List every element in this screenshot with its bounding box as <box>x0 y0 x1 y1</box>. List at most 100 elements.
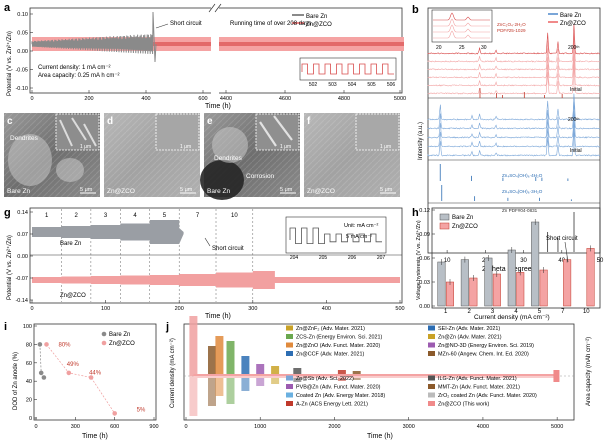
panel-h-bar <box>461 260 469 306</box>
panel-a-running-time-label: Running time of over 208 days <box>230 21 311 27</box>
panel-j-legend-entry: PVB@Zn (Adv. Funct. Mater. 2020) <box>296 385 381 391</box>
panel-j-xtick: 0 <box>184 424 187 430</box>
panel-i-yticks: 020406080100 <box>23 324 37 422</box>
panel-h-bar <box>508 250 516 306</box>
panel-j-current-bar <box>208 346 216 376</box>
panel-g-xtick: 400 <box>322 306 331 312</box>
panel-h-legend-zco-swatch <box>440 223 449 229</box>
panel-g-ytick: 0.00 <box>17 254 28 260</box>
panel-h-bar <box>531 222 539 306</box>
panel-h-bar <box>540 270 548 306</box>
panel-a-ytick: 0.00 <box>17 49 28 55</box>
panel-a-inset-xtick: 503 <box>328 82 337 88</box>
panel-j-xtick: 3000 <box>403 424 415 430</box>
panel-j-current-bar <box>189 316 197 376</box>
panel-h-xtick: 2 <box>467 309 471 315</box>
panel-b-inset-tick-25: 25 <box>459 45 465 51</box>
panel-i-label-49: 49% <box>67 362 80 368</box>
panel-f-inset <box>356 114 399 150</box>
panel-c-bottom-label: Bare Zn <box>7 188 31 195</box>
panel-e-letter: e <box>207 116 213 127</box>
panel-j-legend-swatch <box>286 343 293 348</box>
panel-i-label-80: 80% <box>58 342 71 348</box>
panel-j-legend-entry: Zn@NO-3D (Energy Environ. Sci. 2019) <box>438 343 534 349</box>
panel-c-dendrites: Dendrites <box>10 135 39 142</box>
panel-h-bar <box>470 278 478 306</box>
panel-h-bars <box>438 219 595 306</box>
panel-f: f Zn@ZCO 1 μm 5 μm <box>304 113 400 197</box>
panel-j-xlabel: Time (h) <box>367 433 393 440</box>
panel-d: d Zn@ZCO 1 μm 5 μm <box>104 113 200 197</box>
panel-i-ylabel: DOD of Zn anode (%) <box>13 352 19 410</box>
panel-j-legend-entry: MMT-Zn (Adv. Funct. Mater. 2021) <box>438 385 520 391</box>
panel-i-legend-bare-marker <box>102 332 107 337</box>
panel-j-legend-swatch <box>286 334 293 339</box>
panel-a-inset-xtick: 504 <box>348 82 357 88</box>
panel-i-xtick: 600 <box>110 424 119 430</box>
panel-b-ref1-pdf: PDF#25-1029 <box>497 28 526 33</box>
panel-j-legend-swatch <box>286 326 293 331</box>
panel-j-legend-entry: MZn-60 (Angew. Chem. Int. Ed. 2020) <box>438 352 529 358</box>
panel-i-ytick: 40 <box>26 379 32 385</box>
panel-j-legend-swatch <box>286 376 293 381</box>
panel-g-inset-xtick: 205 <box>319 255 328 261</box>
panel-j-legend-swatch <box>286 401 293 406</box>
panel-b-ref2-name: Zn₄SO₄(OH)₆·4H₂O <box>502 173 543 178</box>
panel-b-xtick: 30 <box>520 258 527 264</box>
panel-i-point <box>44 342 49 347</box>
panel-h-xlabel: Current density (mA cm⁻²) <box>474 314 550 321</box>
panel-d-letter: d <box>107 116 113 127</box>
panel-a-xlabel: Time (h) <box>205 103 231 110</box>
panel-a-legend-bare: Bare Zn <box>306 14 327 20</box>
panel-b-200th-bottom: 200ᵗʰ <box>568 117 579 123</box>
panel-j-xtick: 1000 <box>254 424 266 430</box>
panel-i-point <box>38 342 43 347</box>
panel-j-capacity-bar <box>208 376 216 406</box>
panel-h-frame <box>432 208 600 308</box>
panel-a-ytick: -0.10 <box>15 86 28 92</box>
panel-h-short-circuit: Short circuit <box>546 236 578 242</box>
panel-i-label-44: 44% <box>89 371 102 377</box>
panel-j-legend-entry: Zn@ZnO (Adv. Funct. Mater. 2020) <box>296 343 380 349</box>
panel-d-scale: 5 μm <box>180 187 193 193</box>
panel-e-bottom-label: Bare Zn <box>207 188 231 195</box>
panel-i-point <box>42 375 47 380</box>
panel-g-zco-label: Zn@ZCO <box>60 293 86 299</box>
panel-j-letter: j <box>165 321 169 333</box>
panel-j-legend-swatch <box>428 376 435 381</box>
panel-h-bar <box>485 258 493 306</box>
panel-h-bar <box>438 262 446 306</box>
panel-h-bar <box>587 248 595 306</box>
panel-a-area-capacity: Area capacity: 0.25 mA h cm⁻² <box>38 73 120 79</box>
panel-a-short-circuit-label: Short circuit <box>170 21 202 27</box>
panel-j-capacity-bar <box>227 376 235 404</box>
panel-j-legend-entry: A-Zn (ACS Energy Lett. 2021) <box>296 402 368 408</box>
panel-g-letter: g <box>4 207 11 219</box>
panel-g-xtick: 300 <box>248 306 257 312</box>
panel-j-legend-entry: Zn@Sb (Adv. Sci. 2022) <box>296 376 354 382</box>
panel-a-ylabel: Potential (V vs. Zn²⁺/Zn) <box>6 31 13 96</box>
panel-g: g 1 2 3 4 5 7 10 Bare Zn Zn@ZCO Short circuit … <box>4 207 405 320</box>
panel-g-ytick: 0.14 <box>17 210 28 216</box>
panel-h-bar <box>563 260 571 306</box>
panel-b-legend-bare: Bare Zn <box>560 13 581 19</box>
panel-j-legend: Zn@ZnF₂ (Adv. Mater. 2021)ZCS-Zn (Energy… <box>286 326 537 408</box>
panel-b-initial-bottom: Initial <box>570 148 582 154</box>
panel-a-current-density: Current density: 1 mA cm⁻² <box>38 65 111 71</box>
panel-j-current-bar <box>227 341 235 376</box>
panel-a-inset-xtick: 505 <box>367 82 376 88</box>
panel-g-ytick: -0.07 <box>15 276 28 282</box>
panel-a-xtick: 0 <box>30 96 33 102</box>
panel-g-xticks: 0 100 200 300 400 500 <box>30 300 404 312</box>
panel-h-xtick: 1 <box>444 309 448 315</box>
panel-j-current-bar <box>241 356 249 376</box>
panel-j-legend-entry: SEI-Zn (Adv. Mater. 2021) <box>438 326 500 332</box>
panel-i-point <box>112 411 117 416</box>
panel-g-ytick: -0.14 <box>15 298 28 304</box>
panel-i-xtick: 0 <box>34 424 37 430</box>
panel-f-scale: 5 μm <box>380 187 393 193</box>
panel-a-xtick: 4400 <box>220 96 232 102</box>
panel-h-xtick: 10 <box>583 309 590 315</box>
panel-b-ref3-name: Zn₄SO₄(OH)₆·3H₂O <box>502 189 543 194</box>
panel-g-ytick: 0.07 <box>17 232 28 238</box>
